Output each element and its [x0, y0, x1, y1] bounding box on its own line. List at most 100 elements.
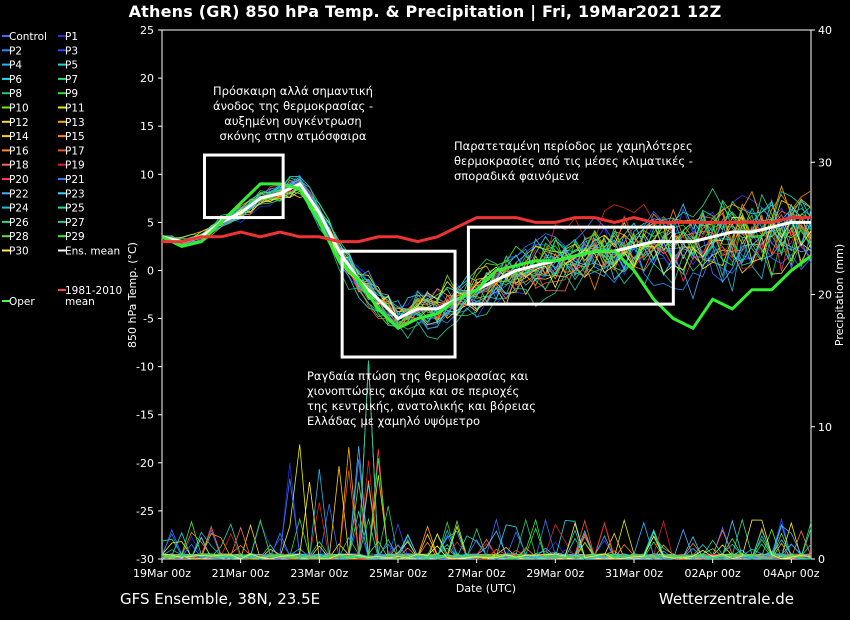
legend-label: Oper: [9, 296, 35, 308]
annotation-drop-line: Ραγδαία πτώση της θερμοκρασίας και: [307, 369, 529, 383]
x-tick-label: 02Apr 00z: [685, 567, 742, 580]
legend-label: P15: [65, 131, 85, 143]
annotation-rise: Πρόσκαιρη αλλά σημαντική άνοδος της θερμ…: [208, 84, 378, 144]
annotation-rise-line: αυξημένη συγκέντρωση: [224, 114, 362, 128]
precip-line: [161, 481, 812, 560]
member-line: [161, 176, 812, 316]
highlight-box: [466, 225, 675, 306]
main-series: [161, 181, 812, 331]
annotation-drop-line: Ελλάδας με χαμηλό υψόμετρο: [307, 414, 481, 428]
legend-label: P11: [65, 103, 85, 115]
legend-label: P19: [65, 160, 85, 172]
annotation-drop-line: χιονοπτώσεις ακόμα και σε περιοχές: [307, 384, 520, 398]
legend-label: P10: [9, 103, 29, 115]
x-axis-label: Date (UTC): [456, 582, 516, 595]
annotation-rise-line: Πρόσκαιρη αλλά σημαντική: [213, 84, 373, 98]
y-tick-label: -15: [136, 409, 154, 422]
y-axis-label: 850 hPa Temp. (°C): [126, 242, 139, 348]
legend-label: P26: [9, 217, 29, 229]
member-line: [161, 184, 812, 325]
member-line: [161, 176, 812, 340]
x-tick-label: 23Mar 00z: [290, 567, 348, 580]
y-tick-label: 5: [147, 216, 154, 229]
legend-label: P30: [9, 246, 29, 258]
highlight-box: [340, 249, 457, 359]
legend-label: Ens. mean: [65, 246, 120, 258]
y2-axis-ticks: 40 30 20 10 0: [811, 24, 832, 566]
y-tick-label: -25: [136, 505, 154, 518]
legend-label: P27: [65, 217, 85, 229]
legend-label: P20: [9, 174, 29, 186]
annotation-drop: Ραγδαία πτώση της θερμοκρασίας και χιονο…: [307, 369, 537, 429]
legend-label: P1: [65, 31, 78, 43]
annotation-cold-line: Παρατεταμένη περίοδος με χαμηλότερες: [454, 139, 693, 153]
footer-brand[interactable]: Wetterzentrale.de: [658, 590, 794, 608]
legend-label: P21: [65, 174, 85, 186]
x-axis-ticks: 19Mar 00z 21Mar 00z 23Mar 00z 25Mar 00z 27Ma…: [133, 559, 820, 580]
y2-tick-label: 10: [818, 421, 832, 434]
y2-tick-label: 40: [818, 24, 832, 37]
x-tick-label: 19Mar 00z: [133, 567, 191, 580]
y-tick-label: -20: [136, 457, 154, 470]
y2-tick-label: 20: [818, 289, 832, 302]
annotation-rise-line: σκόνης στην ατμόσφαιρα: [219, 129, 367, 143]
legend-label: P25: [65, 203, 85, 215]
legend-label: P2: [9, 45, 22, 57]
member-line: [161, 186, 812, 313]
member-line: [161, 177, 812, 321]
precip-line: [161, 458, 812, 560]
legend-label: P3: [65, 45, 78, 57]
x-tick-label: 27Mar 00z: [448, 567, 506, 580]
legend-label: P12: [9, 117, 29, 129]
legend-label: Control: [9, 31, 47, 43]
legend-label: mean: [65, 296, 95, 308]
legend-label: P28: [9, 231, 29, 243]
y-tick-label: -30: [136, 553, 154, 566]
y2-tick-label: 0: [818, 553, 825, 566]
y-tick-label: 25: [140, 24, 154, 37]
legend-label: P23: [65, 188, 85, 200]
legend-label: P9: [65, 88, 78, 100]
x-tick-label: 25Mar 00z: [369, 567, 427, 580]
annotation-cold-line: σποραδικά φαινόμενα: [454, 169, 580, 183]
legend-label: P18: [9, 160, 29, 172]
legend-label: P4: [9, 60, 22, 72]
legend-label: P24: [9, 203, 29, 215]
x-tick-label: 04Apr 00z: [763, 567, 820, 580]
legend-label: P29: [65, 231, 85, 243]
legend-label: P6: [9, 74, 22, 86]
series-line: [161, 182, 812, 331]
y-tick-label: -10: [136, 361, 154, 374]
chart-title: Athens (GR) 850 hPa Temp. & Precipitatio…: [128, 2, 722, 21]
series-line: [162, 216, 811, 244]
legend-label: P5: [65, 60, 78, 72]
legend-label: P13: [65, 117, 85, 129]
member-line: [161, 178, 812, 326]
precipitation-traces: [161, 360, 812, 560]
annotation-boxes: [202, 153, 675, 359]
annotation-rise-line: άνοδος της θερμοκρασίας -: [212, 99, 373, 113]
y-tick-label: -5: [143, 313, 154, 326]
legend-label: P17: [65, 145, 85, 157]
annotation-cold-line: θερμοκρασίες από τις μέσες κλιματικές -: [454, 154, 693, 168]
member-line: [161, 192, 812, 319]
legend-label: 1981-2010: [65, 285, 122, 297]
y-tick-label: 0: [147, 264, 154, 277]
y-tick-label: 10: [140, 168, 154, 181]
legend-label: P8: [9, 88, 22, 100]
precip-line: [161, 481, 812, 560]
y-tick-label: 20: [140, 72, 154, 85]
x-tick-label: 29Mar 00z: [526, 567, 584, 580]
highlight-box: [202, 153, 285, 220]
legend: Control P1 P2 P3 P4 P5 P6 P7 P8 P9 P10 P11 P12 P13 P14…: [2, 31, 122, 308]
legend-label: P14: [9, 131, 29, 143]
y-tick-label: 15: [140, 120, 154, 133]
annotation-cold: Παρατεταμένη περίοδος με χαμηλότερες θερ…: [454, 139, 704, 184]
legend-label: P22: [9, 188, 29, 200]
x-tick-label: 31Mar 00z: [605, 567, 663, 580]
y2-axis-label: Precipitation (mm): [833, 244, 846, 346]
x-tick-label: 21Mar 00z: [212, 567, 270, 580]
y2-tick-label: 30: [818, 156, 832, 169]
legend-label: P16: [9, 145, 29, 157]
